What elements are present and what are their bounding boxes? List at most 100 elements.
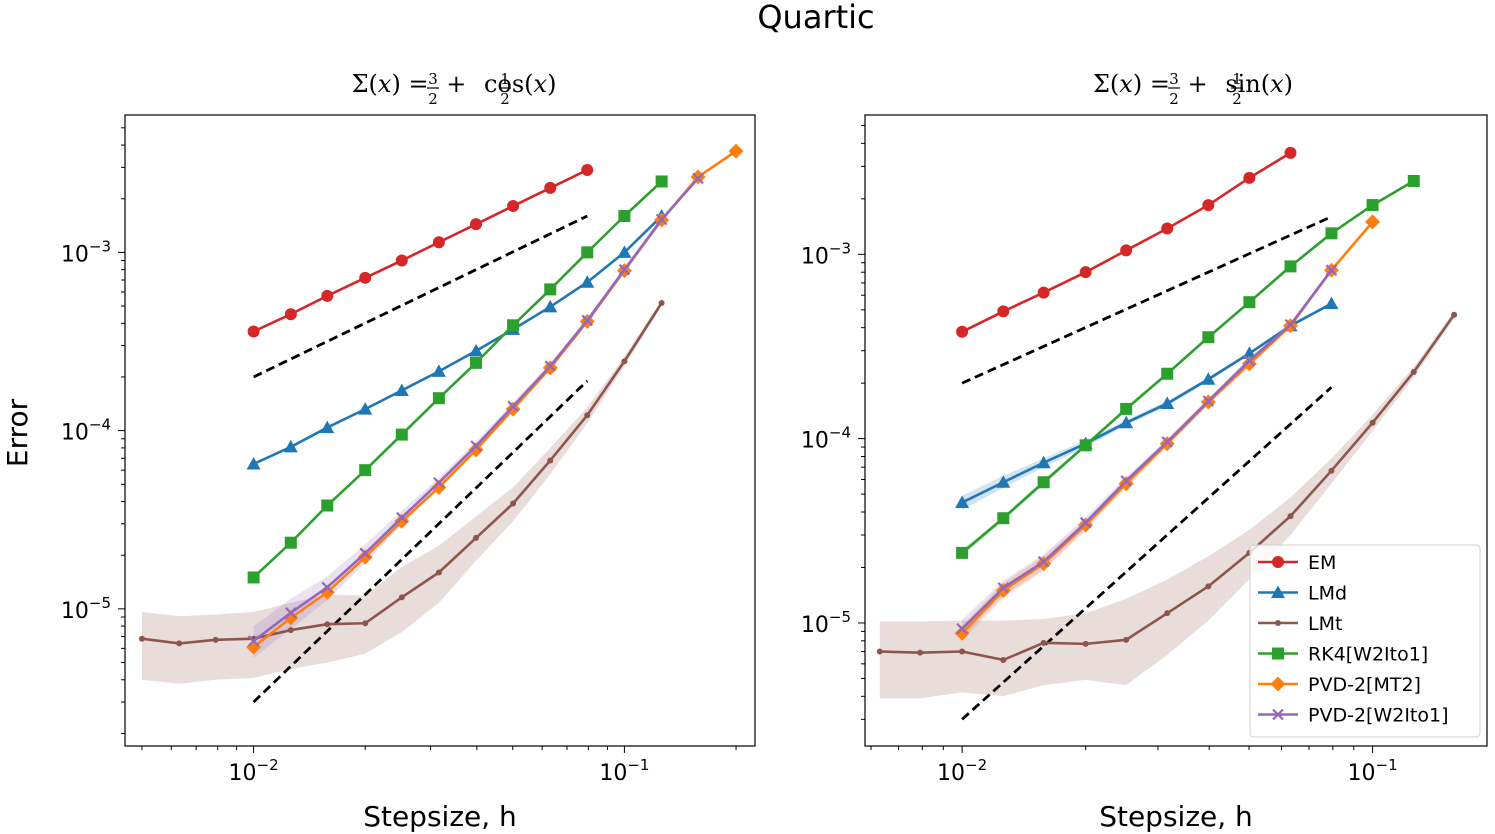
marker-circle bbox=[997, 305, 1010, 318]
title-fraction-denominator: 2 bbox=[500, 90, 510, 108]
marker-point bbox=[584, 412, 591, 419]
series-pvd-2-w2ito1- bbox=[247, 172, 704, 647]
series-line bbox=[961, 179, 1415, 554]
legend-entry: EM bbox=[1258, 552, 1336, 574]
series-lmd bbox=[246, 209, 669, 470]
marker-point bbox=[1123, 636, 1130, 643]
y-tick-label: 10−3 bbox=[801, 239, 851, 269]
marker-square bbox=[1407, 174, 1420, 187]
marker-diamond bbox=[1118, 476, 1134, 492]
reference-slope-line bbox=[252, 379, 589, 704]
series-lmd bbox=[955, 296, 1339, 509]
marker-point bbox=[876, 648, 883, 655]
marker-square bbox=[1202, 331, 1215, 344]
marker-square bbox=[655, 175, 668, 188]
series-line bbox=[961, 269, 1333, 630]
marker-point bbox=[1082, 640, 1089, 647]
marker-circle bbox=[507, 200, 520, 213]
marker-diamond bbox=[1241, 356, 1257, 372]
marker-triangle bbox=[955, 495, 970, 509]
marker-square bbox=[581, 246, 594, 259]
title-fraction-numerator: 3 bbox=[1169, 70, 1179, 88]
legend-label: PVD-2[W2Ito1] bbox=[1308, 705, 1449, 727]
reference-slope-line bbox=[961, 215, 1333, 385]
marker-point bbox=[1275, 620, 1281, 626]
marker-point bbox=[510, 500, 517, 507]
series-em bbox=[956, 146, 1297, 338]
series-line bbox=[961, 151, 1292, 333]
legend: EM LMd LMt RK4[W2Ito1] PVD-2[MT2] PVD-2[W2Ito… bbox=[1249, 544, 1481, 738]
marker-circle bbox=[1161, 222, 1174, 235]
confidence-band bbox=[962, 180, 1414, 557]
marker-circle bbox=[1284, 146, 1297, 159]
marker-diamond bbox=[1365, 214, 1381, 230]
marker-triangle bbox=[617, 245, 632, 258]
marker-circle bbox=[395, 254, 408, 267]
marker-point bbox=[658, 300, 665, 307]
marker-point bbox=[547, 457, 554, 464]
marker-triangle bbox=[1119, 415, 1134, 429]
marker-triangle bbox=[1324, 296, 1339, 310]
marker-point bbox=[212, 636, 219, 643]
title-fraction-denominator: 2 bbox=[1169, 90, 1179, 108]
marker-square bbox=[544, 283, 557, 296]
marker-x bbox=[433, 476, 445, 489]
marker-diamond bbox=[468, 442, 484, 458]
marker-circle bbox=[581, 163, 594, 176]
marker-square bbox=[359, 464, 372, 477]
marker-point bbox=[176, 640, 183, 647]
marker-point bbox=[1410, 368, 1417, 375]
legend-entry: PVD-2[W2Ito1] bbox=[1258, 705, 1449, 727]
marker-x bbox=[247, 635, 260, 647]
marker-x bbox=[1325, 264, 1338, 276]
y-axis-label: Error bbox=[1, 398, 34, 467]
marker-square bbox=[284, 536, 297, 549]
marker-circle bbox=[247, 325, 260, 338]
marker-square bbox=[321, 499, 334, 512]
marker-square bbox=[1079, 439, 1092, 452]
marker-diamond bbox=[357, 549, 373, 565]
marker-circle bbox=[359, 271, 372, 284]
legend-label: EM bbox=[1308, 552, 1336, 574]
marker-x bbox=[1284, 318, 1297, 331]
marker-square bbox=[1161, 367, 1174, 380]
legend-label: PVD-2[MT2] bbox=[1308, 674, 1421, 696]
marker-point bbox=[138, 635, 145, 642]
marker-square bbox=[1120, 402, 1133, 415]
series-rk4-w2ito1- bbox=[956, 174, 1420, 559]
marker-diamond bbox=[1078, 517, 1094, 533]
marker-diamond bbox=[728, 143, 744, 159]
marker-point bbox=[435, 569, 442, 576]
marker-point bbox=[1328, 467, 1335, 474]
marker-x bbox=[997, 582, 1010, 594]
series-lmt bbox=[138, 300, 665, 647]
left-panel-title: Σ(x) = + cos(x) bbox=[352, 70, 557, 98]
marker-triangle bbox=[283, 439, 298, 453]
marker-diamond bbox=[505, 401, 521, 417]
marker-point bbox=[1287, 513, 1294, 520]
marker-circle bbox=[1243, 171, 1256, 184]
marker-x bbox=[507, 400, 519, 413]
marker-circle bbox=[321, 289, 334, 302]
series-pvd-2-w2ito1- bbox=[956, 264, 1338, 635]
title-fraction-denominator: 2 bbox=[1232, 90, 1242, 108]
marker-circle bbox=[470, 218, 483, 231]
chart-panel-right: 10−2 10−1 10−5 10−4 10−3 Stepsize, h bbox=[801, 114, 1488, 833]
marker-diamond bbox=[394, 513, 410, 529]
marker-square bbox=[1272, 647, 1284, 660]
marker-square bbox=[618, 210, 631, 223]
marker-diamond bbox=[1270, 676, 1286, 692]
marker-x bbox=[692, 172, 704, 185]
series-line bbox=[253, 215, 663, 466]
marker-square bbox=[997, 512, 1010, 525]
marker-point bbox=[287, 627, 294, 634]
marker-x bbox=[581, 314, 594, 327]
legend-label: RK4[W2Ito1] bbox=[1308, 644, 1428, 666]
marker-circle bbox=[432, 236, 445, 249]
marker-point bbox=[398, 594, 405, 601]
marker-diamond bbox=[431, 479, 447, 495]
series-em bbox=[247, 163, 594, 338]
x-axis-label: Stepsize, h bbox=[363, 800, 517, 833]
marker-square bbox=[1284, 260, 1297, 273]
